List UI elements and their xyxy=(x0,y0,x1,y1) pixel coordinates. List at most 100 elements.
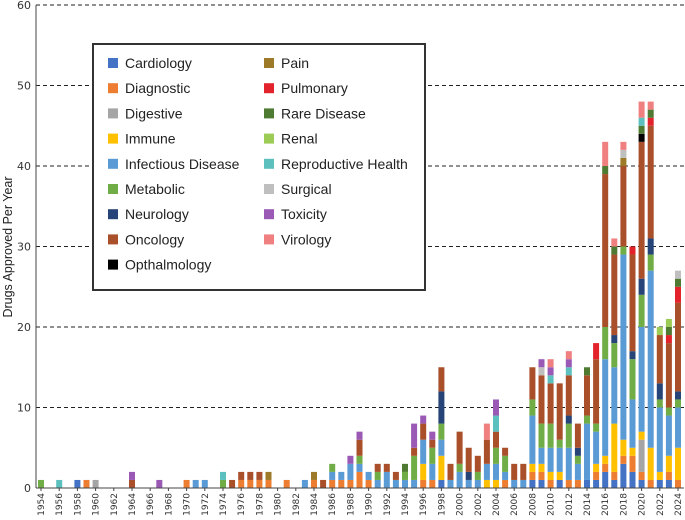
bar-segment-toxicity xyxy=(538,359,545,368)
legend-label: Neurology xyxy=(125,206,189,222)
legend-label: Virology xyxy=(281,231,331,247)
bar-segment-infectious-disease xyxy=(429,463,436,480)
bar-segment-diagnostic xyxy=(547,479,554,488)
bar-segment-rare-disease xyxy=(584,367,590,376)
legend-label: Pulmonary xyxy=(281,80,348,96)
bar-segment-metabolic xyxy=(656,399,663,408)
bar-segment-diagnostic xyxy=(538,471,545,480)
bar-segment-diagnostic xyxy=(347,479,354,488)
bar-segment-metabolic xyxy=(565,423,572,448)
legend-swatch xyxy=(264,58,274,68)
bar-segment-immune xyxy=(493,479,499,488)
bar-segment-immune xyxy=(629,447,636,456)
x-tick-labels: 1954 1956 1958 1960 1962 1964 1966 1968 1970 1972… xyxy=(37,488,684,516)
legend-label: Pain xyxy=(281,55,309,71)
bar-segment-oncology xyxy=(593,359,600,424)
x-tick-label: 1988 xyxy=(346,493,356,516)
bar-segment-infectious-disease xyxy=(584,423,590,480)
bar-segment-infectious-disease xyxy=(483,463,490,480)
bar-segment-diagnostic xyxy=(329,479,336,488)
bar-segment-digestive xyxy=(638,439,645,472)
y-tick-label: 50 xyxy=(17,80,31,93)
x-tick-label: 2012 xyxy=(565,493,575,516)
legend-swatch xyxy=(264,133,274,144)
bar-segment-virology xyxy=(638,101,645,118)
bar-segment-infectious-disease xyxy=(602,359,609,456)
bar-segment-rare-disease xyxy=(402,463,408,472)
bar-stack-1995 xyxy=(411,423,418,488)
bar-stack-2007 xyxy=(520,463,527,488)
bar-segment-renal xyxy=(656,327,663,336)
bar-segment-infectious-disease xyxy=(347,463,354,480)
bar-segment-infectious-disease xyxy=(392,479,399,488)
bars xyxy=(38,101,681,488)
bar-segment-toxicity xyxy=(565,359,572,368)
x-tick-label: 1996 xyxy=(419,493,429,516)
bar-segment-metabolic xyxy=(374,471,381,480)
bar-segment-metabolic xyxy=(38,479,44,488)
bar-segment-rare-disease xyxy=(665,327,672,336)
bar-segment-metabolic xyxy=(474,471,481,480)
bar-segment-cardiology xyxy=(620,463,627,488)
bar-segment-surgical xyxy=(538,367,545,376)
bar-stack-1984 xyxy=(311,471,317,488)
bar-stack-1987 xyxy=(338,471,345,488)
bar-segment-toxicity xyxy=(356,431,363,440)
bar-segment-infectious-disease xyxy=(511,479,518,488)
x-tick-label: 1970 xyxy=(183,493,193,516)
bar-segment-metabolic xyxy=(456,463,463,472)
bar-segment-infectious-disease xyxy=(502,471,509,480)
bar-segment-oncology xyxy=(447,463,454,480)
bar-segment-immune xyxy=(638,431,645,440)
legend-swatch xyxy=(108,184,118,194)
bar-segment-oncology xyxy=(429,439,436,448)
bar-segment-oncology xyxy=(584,375,590,416)
bar-segment-infectious-disease xyxy=(629,399,636,448)
bar-segment-reproductive-health xyxy=(547,375,554,384)
x-tick-label: 1982 xyxy=(292,493,302,516)
bar-segment-metabolic xyxy=(402,471,408,480)
bar-segment-infectious-disease xyxy=(338,471,345,480)
bar-segment-oncology xyxy=(502,447,509,456)
bar-stack-1993 xyxy=(392,471,399,488)
legend-label: Infectious Disease xyxy=(125,156,240,172)
bar-segment-oncology xyxy=(520,463,527,480)
legend-swatch xyxy=(264,158,274,169)
bar-segment-metabolic xyxy=(629,359,636,400)
bar-segment-oncology xyxy=(256,471,263,480)
bar-segment-immune xyxy=(538,463,545,472)
bar-stack-2006 xyxy=(511,463,518,488)
bar-stack-2022 xyxy=(656,327,663,488)
bar-segment-diagnostic xyxy=(338,479,345,488)
bar-segment-diagnostic xyxy=(238,479,245,488)
bar-segment-infectious-disease xyxy=(520,479,527,488)
bar-segment-diagnostic xyxy=(602,463,609,472)
bar-stack-1994 xyxy=(402,463,408,488)
bar-segment-diagnostic xyxy=(429,479,436,488)
legend-swatch xyxy=(264,83,274,94)
bar-segment-oncology xyxy=(602,174,609,327)
bar-segment-cardiology xyxy=(593,479,600,488)
bar-segment-diagnostic xyxy=(593,471,600,480)
bar-segment-neurology xyxy=(675,391,681,400)
bar-segment-infectious-disease xyxy=(374,479,381,488)
bar-segment-diagnostic xyxy=(365,479,372,488)
bar-stack-1974 xyxy=(220,471,226,488)
bar-segment-reproductive-health xyxy=(56,479,63,488)
bar-stack-2005 xyxy=(502,447,509,488)
legend-swatch xyxy=(108,108,118,119)
bar-segment-diagnostic xyxy=(629,455,636,472)
bar-stack-1975 xyxy=(229,479,236,488)
bar-segment-diagnostic xyxy=(265,479,272,488)
bar-segment-diagnostic xyxy=(620,455,627,464)
bar-segment-oncology xyxy=(238,471,245,480)
bar-segment-rare-disease xyxy=(638,125,645,134)
bar-segment-immune xyxy=(656,471,663,480)
legend-swatch xyxy=(108,83,118,94)
bar-segment-cardiology xyxy=(538,479,545,488)
bar-stack-1971 xyxy=(192,479,199,488)
bar-segment-pain xyxy=(311,471,317,480)
bar-segment-immune xyxy=(647,447,654,480)
x-tick-label: 1960 xyxy=(92,493,102,516)
